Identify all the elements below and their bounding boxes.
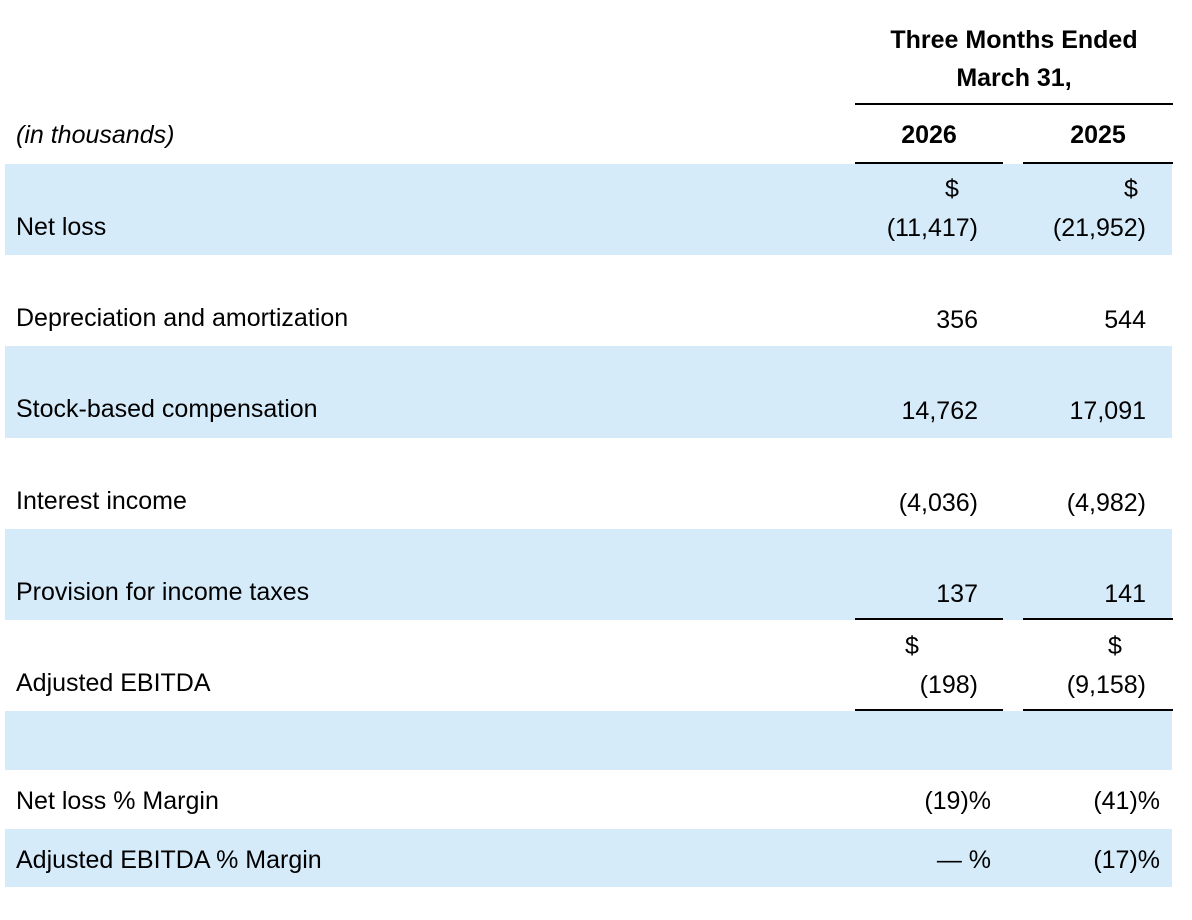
row-label-stock-based-compensation: Stock-based compensation: [16, 395, 318, 423]
currency-symbol-net-loss-2025: $: [1124, 175, 1138, 203]
year-header-rule-2026: [855, 162, 1003, 164]
value-interest-income-2026: (4,036): [898, 489, 978, 517]
value-adjusted-ebitda-margin-2025: (17)%: [1093, 846, 1160, 874]
value-stock-based-compensation-2025: 17,091: [1069, 397, 1146, 425]
currency-symbol-adjusted-ebitda-2025: $: [1108, 632, 1122, 660]
currency-symbol-net-loss-2026: $: [945, 175, 959, 203]
row-band-spacer: [5, 711, 1172, 770]
row-label-interest-income: Interest income: [16, 487, 187, 515]
row-band-provision-for-income-taxes: [5, 529, 1172, 620]
value-depreciation-and-amortization-2026: 356: [936, 306, 978, 334]
value-net-loss-2025: (21,952): [1052, 214, 1146, 242]
subtotal-rule-2026: [855, 618, 1003, 620]
period-header-line2: March 31,: [956, 64, 1072, 92]
row-label-net-loss: Net loss: [16, 213, 107, 241]
total-rule-2025: [1023, 709, 1173, 711]
row-band-net-loss: [5, 164, 1172, 255]
value-adjusted-ebitda-margin-2026: — %: [936, 846, 991, 874]
value-interest-income-2025: (4,982): [1066, 489, 1146, 517]
value-depreciation-and-amortization-2025: 544: [1104, 306, 1146, 334]
row-label-depreciation-and-amortization: Depreciation and amortization: [16, 304, 349, 332]
year-header-2025: 2025: [1070, 121, 1126, 149]
subtotal-rule-2025: [1023, 618, 1173, 620]
row-label-adjusted-ebitda: Adjusted EBITDA: [16, 669, 211, 697]
value-provision-for-income-taxes-2025: 141: [1104, 580, 1146, 608]
value-adjusted-ebitda-2026: (198): [919, 671, 978, 699]
value-stock-based-compensation-2026: 14,762: [901, 397, 978, 425]
year-header-rule-2025: [1023, 162, 1173, 164]
row-band-stock-based-compensation: [5, 346, 1172, 438]
row-label-adjusted-ebitda-margin: Adjusted EBITDA % Margin: [16, 846, 322, 874]
period-header-line1: Three Months Ended: [890, 26, 1138, 54]
year-header-2026: 2026: [901, 121, 957, 149]
value-net-loss-margin-2025: (41)%: [1093, 787, 1160, 815]
period-header-rule: [855, 103, 1173, 105]
row-label-provision-for-income-taxes: Provision for income taxes: [16, 578, 310, 606]
value-adjusted-ebitda-2025: (9,158): [1066, 671, 1146, 699]
value-net-loss-2026: (11,417): [886, 214, 978, 242]
value-net-loss-margin-2026: (19)%: [924, 787, 991, 815]
row-label-net-loss-margin: Net loss % Margin: [16, 787, 219, 815]
total-rule-2026: [855, 709, 1003, 711]
value-provision-for-income-taxes-2026: 137: [936, 580, 978, 608]
row-band-adjusted-ebitda-margin: [5, 829, 1172, 887]
currency-symbol-adjusted-ebitda-2026: $: [905, 632, 919, 660]
units-label: (in thousands): [16, 121, 175, 149]
